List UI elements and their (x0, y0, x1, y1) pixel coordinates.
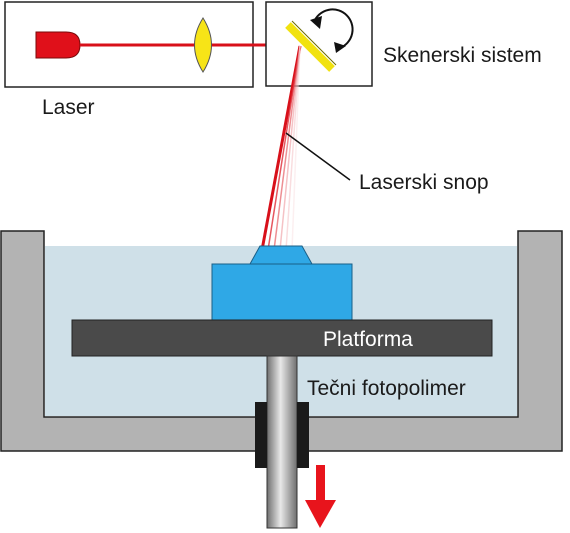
printed-part-base (211, 263, 353, 321)
laser-beam-fan (260, 45, 302, 251)
beam-leader-line (285, 132, 351, 181)
laser-beam-label: Laserski snop (359, 171, 489, 194)
laser-label: Laser (42, 96, 95, 119)
tank (0, 230, 563, 452)
scanner-box (265, 1, 373, 87)
lens (194, 17, 212, 73)
scanner-system-label: Skenerski sistem (383, 44, 542, 67)
elevator-shaft (266, 355, 298, 529)
scanner-mirror (285, 22, 335, 72)
platform (71, 319, 493, 357)
rotation-arrow-icon (310, 8, 354, 53)
down-arrow-icon (305, 465, 336, 528)
laser-emitter (35, 31, 81, 59)
shaft-clamp-left (255, 402, 267, 468)
platform-label: Platforma (323, 328, 413, 351)
shaft-clamp-right (297, 402, 309, 468)
liquid-photopolymer-label: Tečni fotopolimer (307, 377, 466, 400)
printed-part-top (249, 245, 313, 265)
scanner-mirror-edge (291, 20, 337, 66)
